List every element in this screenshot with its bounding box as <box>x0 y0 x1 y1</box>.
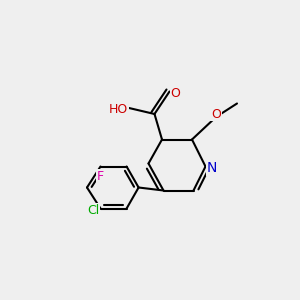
Text: F: F <box>97 170 104 183</box>
Text: O: O <box>170 86 180 100</box>
Text: O: O <box>211 107 221 121</box>
Text: N: N <box>207 161 217 175</box>
Text: Cl: Cl <box>87 203 99 217</box>
Text: HO: HO <box>109 103 128 116</box>
